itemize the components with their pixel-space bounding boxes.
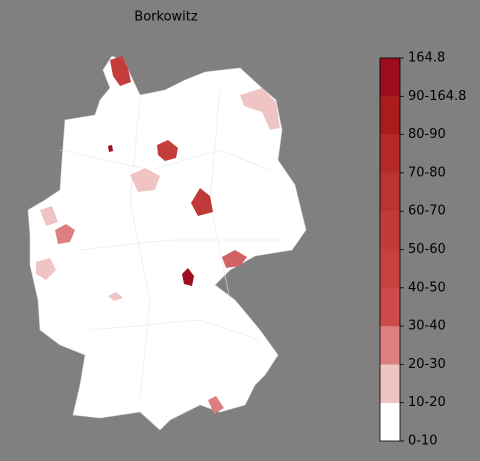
colorbar-label: 20-30 <box>408 357 446 372</box>
region <box>191 188 213 216</box>
region <box>240 88 280 130</box>
colorbar-band <box>380 58 400 97</box>
colorbar-label: 0-10 <box>408 434 438 449</box>
region <box>208 396 224 414</box>
colorbar-label: 50-60 <box>408 242 446 257</box>
map-title: Borkowitz <box>134 10 198 25</box>
colorbar-label: 60-70 <box>408 204 446 219</box>
colorbar-label: 164.8 <box>408 51 445 66</box>
colorbar-label: 90-164.8 <box>408 89 466 104</box>
region <box>36 258 56 280</box>
region <box>222 250 247 268</box>
colorbar-band <box>380 402 400 441</box>
region <box>55 224 75 244</box>
region <box>182 268 194 286</box>
colorbar-label: 30-40 <box>408 319 446 334</box>
region <box>108 145 113 152</box>
country-outline <box>27 55 307 431</box>
colorbar-label: 70-80 <box>408 165 446 180</box>
region <box>108 292 123 301</box>
colorbar-band <box>380 364 400 403</box>
colorbar-label: 80-90 <box>408 127 446 142</box>
germany-map <box>27 55 307 431</box>
region <box>110 56 131 86</box>
district-borders <box>59 89 280 401</box>
colorbar-band <box>380 211 400 250</box>
region <box>157 140 178 161</box>
colorbar-band <box>380 134 400 173</box>
colorbar-band <box>380 96 400 135</box>
colorbar-band <box>380 249 400 288</box>
colorbar-label: 10-20 <box>408 395 446 410</box>
region <box>40 206 58 226</box>
colorbar-label: 40-50 <box>408 280 446 295</box>
colorbar-band <box>380 172 400 212</box>
colorbar-band <box>380 287 400 327</box>
colorbar: 164.8 90-164.8 80-90 70-80 60-70 50-60 40-50 30… <box>379 51 466 449</box>
region <box>130 168 160 192</box>
colorbar-band <box>380 326 400 365</box>
